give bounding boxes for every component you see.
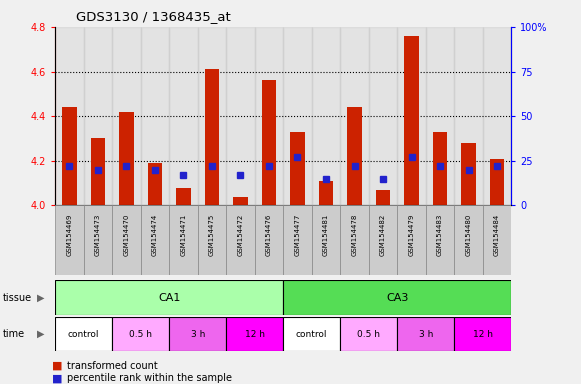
Text: GSM154473: GSM154473 [95, 214, 101, 256]
Bar [226, 205, 254, 275]
Bar [262, 81, 276, 205]
Bar [404, 36, 419, 205]
Bar [55, 317, 112, 351]
Bar [141, 27, 169, 205]
Text: CA1: CA1 [158, 293, 181, 303]
Bar [347, 107, 361, 205]
Bar [433, 132, 447, 205]
Bar [454, 317, 511, 351]
Bar [234, 197, 248, 205]
Text: GSM154484: GSM154484 [494, 214, 500, 256]
Text: GSM154479: GSM154479 [408, 214, 414, 256]
Text: ▶: ▶ [37, 329, 44, 339]
Text: percentile rank within the sample: percentile rank within the sample [67, 373, 232, 383]
Bar [112, 27, 141, 205]
Text: 0.5 h: 0.5 h [129, 329, 152, 339]
Bar [461, 143, 476, 205]
Bar [169, 27, 198, 205]
Text: GSM154474: GSM154474 [152, 214, 158, 256]
Bar [141, 205, 169, 275]
Text: GSM154470: GSM154470 [123, 214, 130, 256]
Bar [284, 205, 312, 275]
Text: transformed count: transformed count [67, 361, 157, 371]
Text: GSM154478: GSM154478 [352, 214, 357, 256]
Bar [312, 27, 340, 205]
Bar [226, 27, 254, 205]
Bar [119, 112, 134, 205]
Bar [284, 27, 312, 205]
Text: GSM154480: GSM154480 [465, 214, 472, 256]
Text: GSM154469: GSM154469 [66, 214, 73, 256]
Bar [483, 27, 511, 205]
Bar [254, 205, 284, 275]
Bar [340, 27, 369, 205]
Text: GSM154472: GSM154472 [238, 214, 243, 256]
Bar [84, 27, 112, 205]
Bar [369, 27, 397, 205]
Bar [112, 317, 169, 351]
Text: tissue: tissue [3, 293, 32, 303]
Text: GSM154477: GSM154477 [295, 214, 300, 256]
Bar [319, 181, 333, 205]
Bar [112, 205, 141, 275]
Bar [426, 205, 454, 275]
Bar [177, 188, 191, 205]
Bar [312, 205, 340, 275]
Bar [55, 280, 284, 315]
Text: ▶: ▶ [37, 293, 44, 303]
Text: time: time [3, 329, 25, 339]
Text: 0.5 h: 0.5 h [357, 329, 380, 339]
Text: GDS3130 / 1368435_at: GDS3130 / 1368435_at [76, 10, 230, 23]
Bar [226, 317, 284, 351]
Bar [397, 317, 454, 351]
Bar [198, 205, 226, 275]
Bar [148, 163, 162, 205]
Bar [55, 27, 84, 205]
Bar [284, 317, 340, 351]
Text: GSM154483: GSM154483 [437, 214, 443, 256]
Text: ■: ■ [52, 373, 63, 383]
Text: ■: ■ [52, 361, 63, 371]
Text: GSM154476: GSM154476 [266, 214, 272, 256]
Bar [169, 317, 226, 351]
Bar [376, 190, 390, 205]
Bar [198, 27, 226, 205]
Bar [454, 27, 483, 205]
Bar [55, 205, 84, 275]
Bar [426, 27, 454, 205]
Text: GSM154481: GSM154481 [323, 214, 329, 256]
Text: CA3: CA3 [386, 293, 408, 303]
Bar [254, 27, 284, 205]
Bar [284, 280, 511, 315]
Bar [290, 132, 304, 205]
Bar [483, 205, 511, 275]
Text: 12 h: 12 h [473, 329, 493, 339]
Text: GSM154482: GSM154482 [380, 214, 386, 256]
Text: 3 h: 3 h [191, 329, 205, 339]
Bar [205, 69, 219, 205]
Bar [340, 317, 397, 351]
Text: control: control [68, 329, 99, 339]
Text: GSM154471: GSM154471 [181, 214, 187, 256]
Text: 12 h: 12 h [245, 329, 265, 339]
Bar [369, 205, 397, 275]
Bar [91, 139, 105, 205]
Bar [62, 107, 77, 205]
Bar [397, 27, 426, 205]
Bar [490, 159, 504, 205]
Text: control: control [296, 329, 328, 339]
Bar [169, 205, 198, 275]
Text: 3 h: 3 h [418, 329, 433, 339]
Bar [84, 205, 112, 275]
Bar [397, 205, 426, 275]
Bar [340, 205, 369, 275]
Bar [454, 205, 483, 275]
Text: GSM154475: GSM154475 [209, 214, 215, 256]
